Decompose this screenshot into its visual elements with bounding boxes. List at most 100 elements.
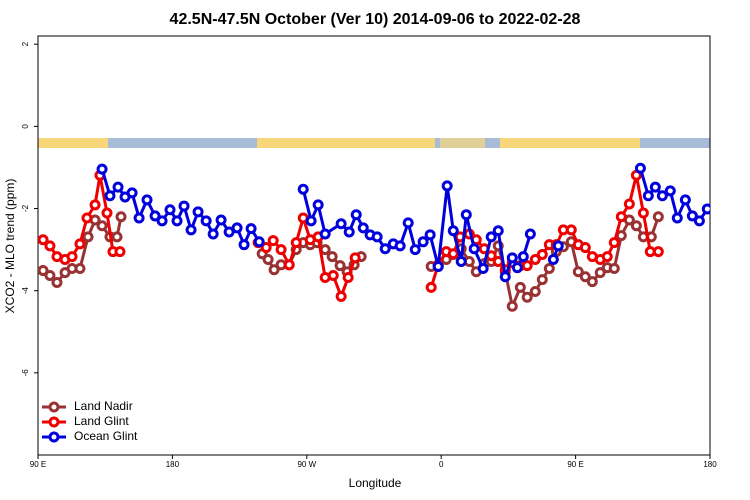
data-point: [82, 231, 94, 243]
plot-frame: [37, 35, 711, 456]
data-point: [477, 263, 489, 275]
data-point: [312, 199, 324, 211]
y-tick-label: -6: [21, 369, 30, 377]
legend-marker: [48, 431, 60, 443]
legend-label: Land Glint: [74, 414, 129, 428]
data-point: [38, 234, 49, 246]
data-point: [326, 251, 338, 263]
legend-label: Ocean Glint: [74, 429, 138, 443]
x-tick-label: 90 W: [297, 460, 316, 469]
data-point: [104, 190, 116, 202]
data-point: [44, 269, 56, 281]
data-point: [417, 236, 429, 248]
y-tick-label: -4: [21, 287, 30, 295]
data-point: [521, 291, 533, 303]
data-point: [262, 253, 274, 265]
data-point: [652, 211, 664, 223]
data-point: [455, 256, 467, 268]
data-point: [111, 231, 123, 243]
data-point: [371, 231, 383, 243]
data-point: [608, 237, 620, 249]
data-point: [701, 203, 710, 215]
data-point: [409, 244, 421, 256]
data-point: [615, 211, 627, 223]
data-point: [207, 228, 219, 240]
data-point: [335, 290, 347, 302]
data-point: [579, 242, 591, 254]
x-tick-label: 180: [166, 460, 180, 469]
data-point: [686, 210, 698, 222]
data-point: [608, 263, 620, 275]
x-tick-label: 90 E: [30, 460, 46, 469]
data-point: [297, 183, 309, 195]
data-point: [96, 220, 108, 232]
data-point: [492, 225, 504, 237]
data-point: [656, 190, 668, 202]
data-point: [447, 248, 459, 260]
data-point: [552, 240, 564, 252]
data-point: [44, 240, 56, 252]
data-point: [133, 212, 145, 224]
data-point: [394, 240, 406, 252]
legend-label: Land Nadir: [74, 399, 133, 413]
data-point: [572, 266, 584, 278]
data-point: [185, 224, 197, 236]
data-point: [319, 244, 331, 256]
data-point: [441, 180, 453, 192]
legend-marker: [48, 401, 60, 413]
data-point: [96, 163, 108, 175]
data-point: [586, 276, 598, 288]
data-point: [112, 181, 124, 193]
data-point: [511, 262, 523, 274]
x-tick-label: 90 E: [567, 460, 583, 469]
data-point: [630, 220, 642, 232]
data-point: [536, 274, 548, 286]
y-tick-label: 2: [21, 41, 30, 46]
data-point: [231, 222, 243, 234]
data-point: [335, 218, 347, 230]
y-axis-label: XCO2 - MLO trend (ppm): [3, 179, 17, 314]
data-point: [649, 181, 661, 193]
data-point: [594, 267, 606, 279]
data-point: [521, 260, 533, 272]
x-axis-label: Longitude: [349, 476, 402, 490]
land-mask: [38, 138, 710, 148]
data-point: [38, 265, 49, 277]
data-point: [679, 194, 691, 206]
data-point: [260, 242, 272, 254]
data-point: [634, 162, 646, 174]
data-point: [601, 251, 613, 263]
data-point: [547, 253, 559, 265]
data-point: [319, 228, 331, 240]
data-point: [268, 264, 280, 276]
data-point: [81, 212, 93, 224]
data-point: [164, 204, 176, 216]
legend-marker: [48, 416, 60, 428]
data-point: [223, 226, 235, 238]
data-point: [275, 244, 287, 256]
data-point: [379, 243, 391, 255]
data-point: [517, 251, 529, 263]
chart-title: 42.5N-47.5N October (Ver 10) 2014-09-06 …: [170, 11, 581, 28]
data-point: [334, 260, 346, 272]
data-point: [115, 211, 127, 223]
data-point: [89, 199, 101, 211]
data-point: [506, 300, 518, 312]
data-point: [238, 239, 250, 251]
data-point: [402, 217, 414, 229]
data-point: [543, 263, 555, 275]
data-point: [637, 207, 649, 219]
data-point: [74, 238, 86, 250]
data-point: [343, 226, 355, 238]
data-point: [529, 286, 541, 298]
data-point: [664, 185, 676, 197]
data-point: [485, 231, 497, 243]
data-point: [579, 271, 591, 283]
data-point: [671, 212, 683, 224]
data-point: [192, 206, 204, 218]
data-point: [327, 269, 339, 281]
data-point: [283, 259, 295, 271]
data-point: [350, 209, 362, 221]
data-point: [305, 215, 317, 227]
